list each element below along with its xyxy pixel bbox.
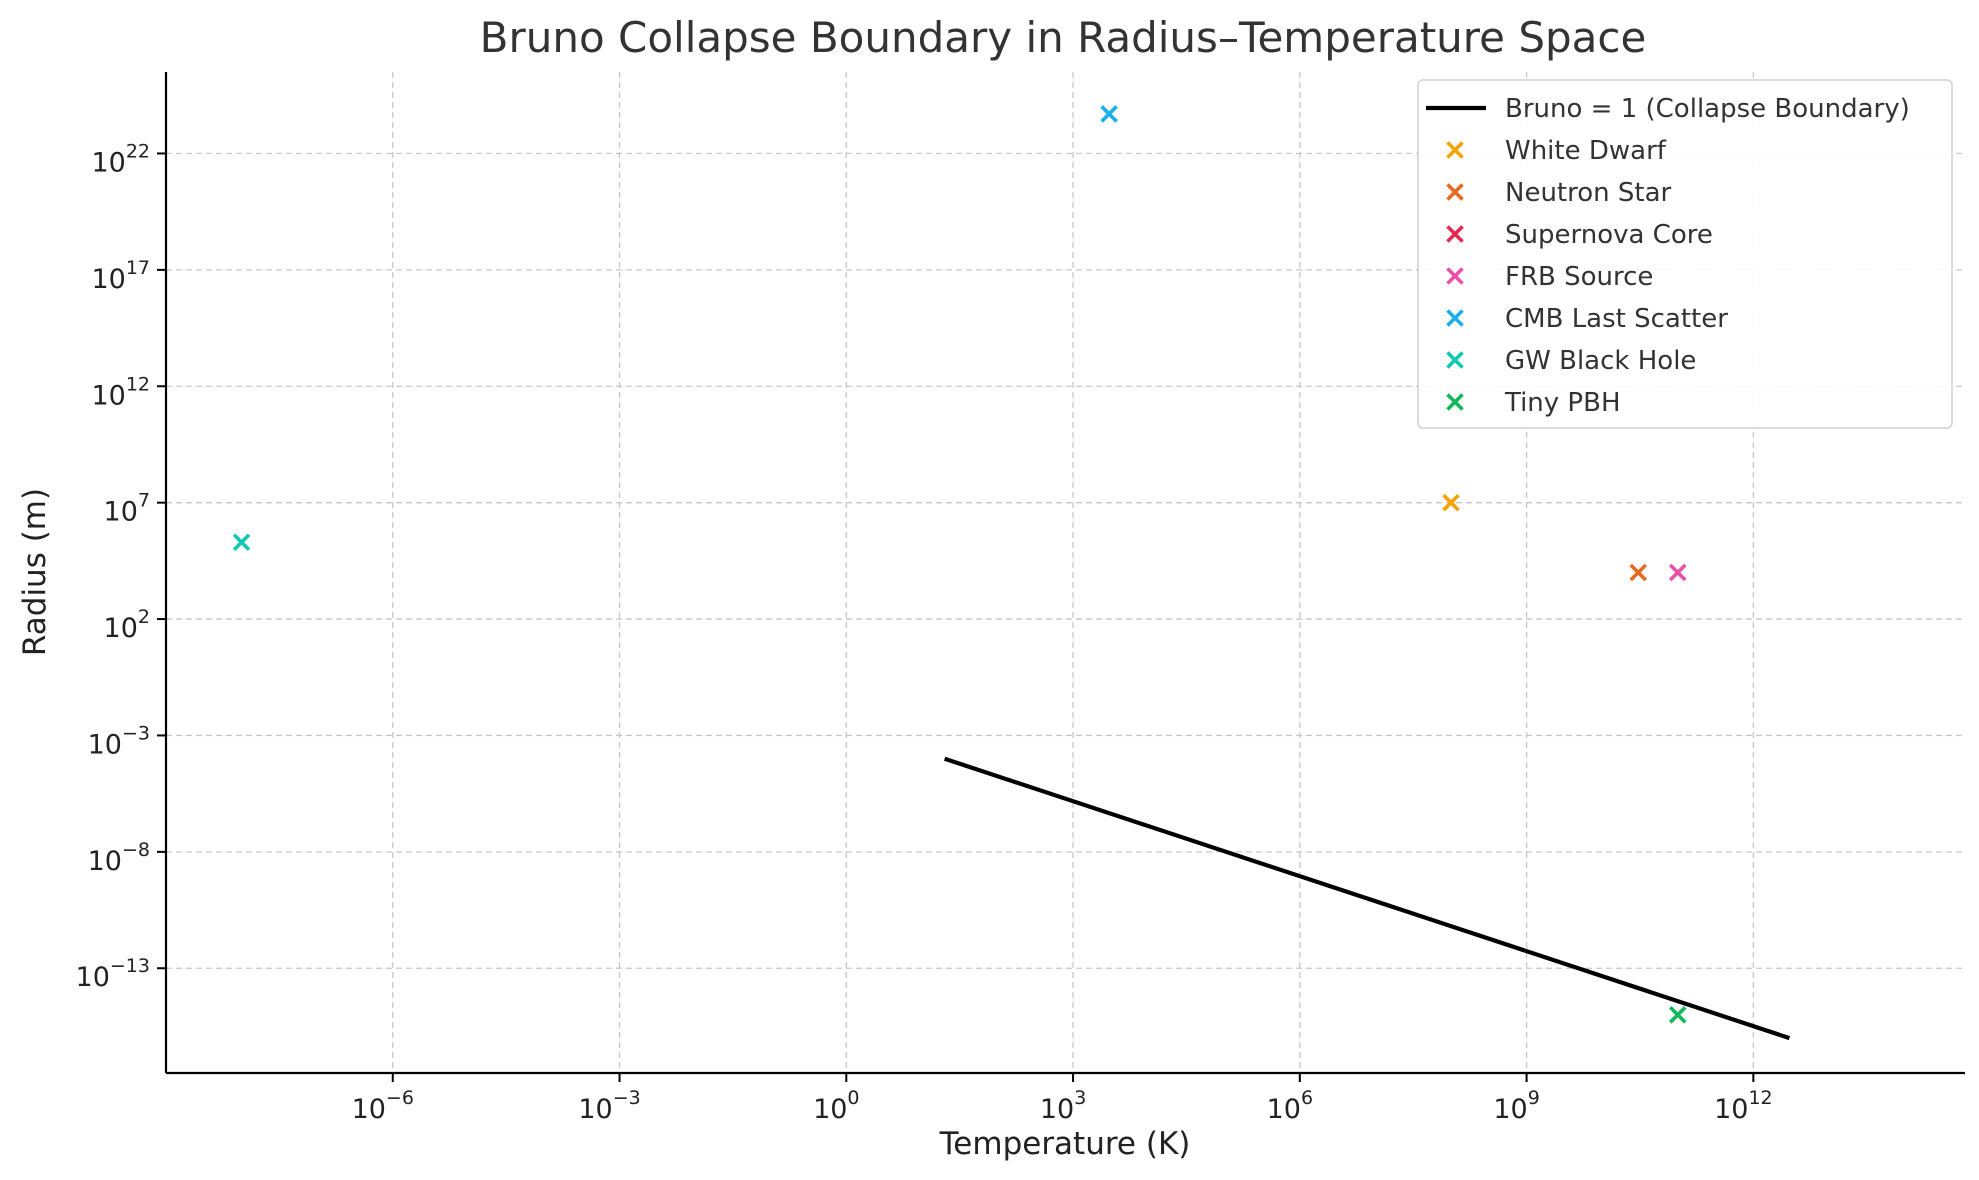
legend-frame [1417, 79, 1953, 429]
legend-item-boundary: Bruno = 1 (Collapse Boundary) [1426, 94, 1910, 124]
y-tick-label: 1012 [91, 373, 150, 411]
grid-lines [166, 72, 1965, 1073]
legend-marker [1446, 351, 1464, 369]
legend-item-supernova-core: Supernova Core [1446, 220, 1713, 250]
legend-label: FRB Source [1505, 262, 1653, 292]
legend-label: Supernova Core [1505, 220, 1713, 250]
y-axis-title: Radius (m) [17, 488, 53, 656]
y-ticks: 10−13 10−8 10−3 102 107 1012 1017 1022 [76, 140, 166, 993]
legend-label: Neutron Star [1505, 178, 1672, 208]
x-tick-label: 1012 [1714, 1087, 1773, 1125]
white-dwarf-marker [1442, 493, 1460, 512]
x-tick-label: 109 [1493, 1087, 1539, 1125]
legend-marker [1446, 267, 1464, 285]
y-tick-label: 10−13 [76, 955, 150, 993]
y-tick-label: 1017 [91, 257, 150, 295]
legend-label: CMB Last Scatter [1505, 304, 1728, 334]
legend-label: Bruno = 1 (Collapse Boundary) [1505, 94, 1910, 124]
x-tick-label: 10−3 [578, 1087, 640, 1125]
legend-item-frb-source: FRB Source [1446, 262, 1653, 292]
gw-black-hole-marker [232, 533, 251, 551]
x-axis-title: Temperature (K) [939, 1126, 1191, 1162]
axes [164, 72, 1965, 1075]
bruno-boundary-line [943, 756, 1791, 1041]
y-tick-label: 1022 [91, 140, 150, 178]
legend: Bruno = 1 (Collapse Boundary) White Dwarf… [1417, 79, 1953, 429]
x-tick-label: 106 [1267, 1087, 1313, 1125]
legend-marker [1446, 309, 1464, 327]
y-tick-label: 10−3 [88, 722, 150, 760]
legend-item-white-dwarf: White Dwarf [1446, 136, 1667, 166]
tiny-pbh-marker [1668, 1006, 1687, 1024]
cmb-last-scatter-marker [1100, 105, 1118, 123]
chart-title: Bruno Collapse Boundary in Radius–Temper… [480, 13, 1647, 62]
legend-item-cmb-last-scatter: CMB Last Scatter [1446, 304, 1728, 334]
legend-marker [1446, 225, 1464, 243]
x-tick-label: 103 [1040, 1087, 1086, 1125]
legend-item-tiny-pbh: Tiny PBH [1446, 388, 1621, 418]
legend-marker [1446, 183, 1464, 201]
y-tick-label: 107 [104, 490, 150, 528]
x-ticks: 10−6 10−3 100 103 106 109 1012 [352, 1073, 1773, 1125]
legend-label: Tiny PBH [1504, 388, 1621, 418]
frb-source-marker [1668, 563, 1687, 582]
y-tick-label: 102 [104, 606, 150, 644]
data-markers [232, 105, 1687, 1024]
legend-label: White Dwarf [1505, 136, 1667, 166]
legend-marker [1446, 393, 1464, 411]
neutron-star-marker [1629, 563, 1648, 582]
x-tick-label: 10−6 [352, 1087, 414, 1125]
y-tick-label: 10−8 [88, 839, 150, 877]
x-tick-label: 100 [813, 1087, 859, 1125]
legend-label: GW Black Hole [1505, 346, 1696, 376]
legend-item-gw-black-hole: GW Black Hole [1446, 346, 1696, 376]
collapse-boundary-line [943, 756, 1791, 1041]
legend-item-neutron-star: Neutron Star [1446, 178, 1672, 208]
legend-marker [1446, 141, 1464, 159]
